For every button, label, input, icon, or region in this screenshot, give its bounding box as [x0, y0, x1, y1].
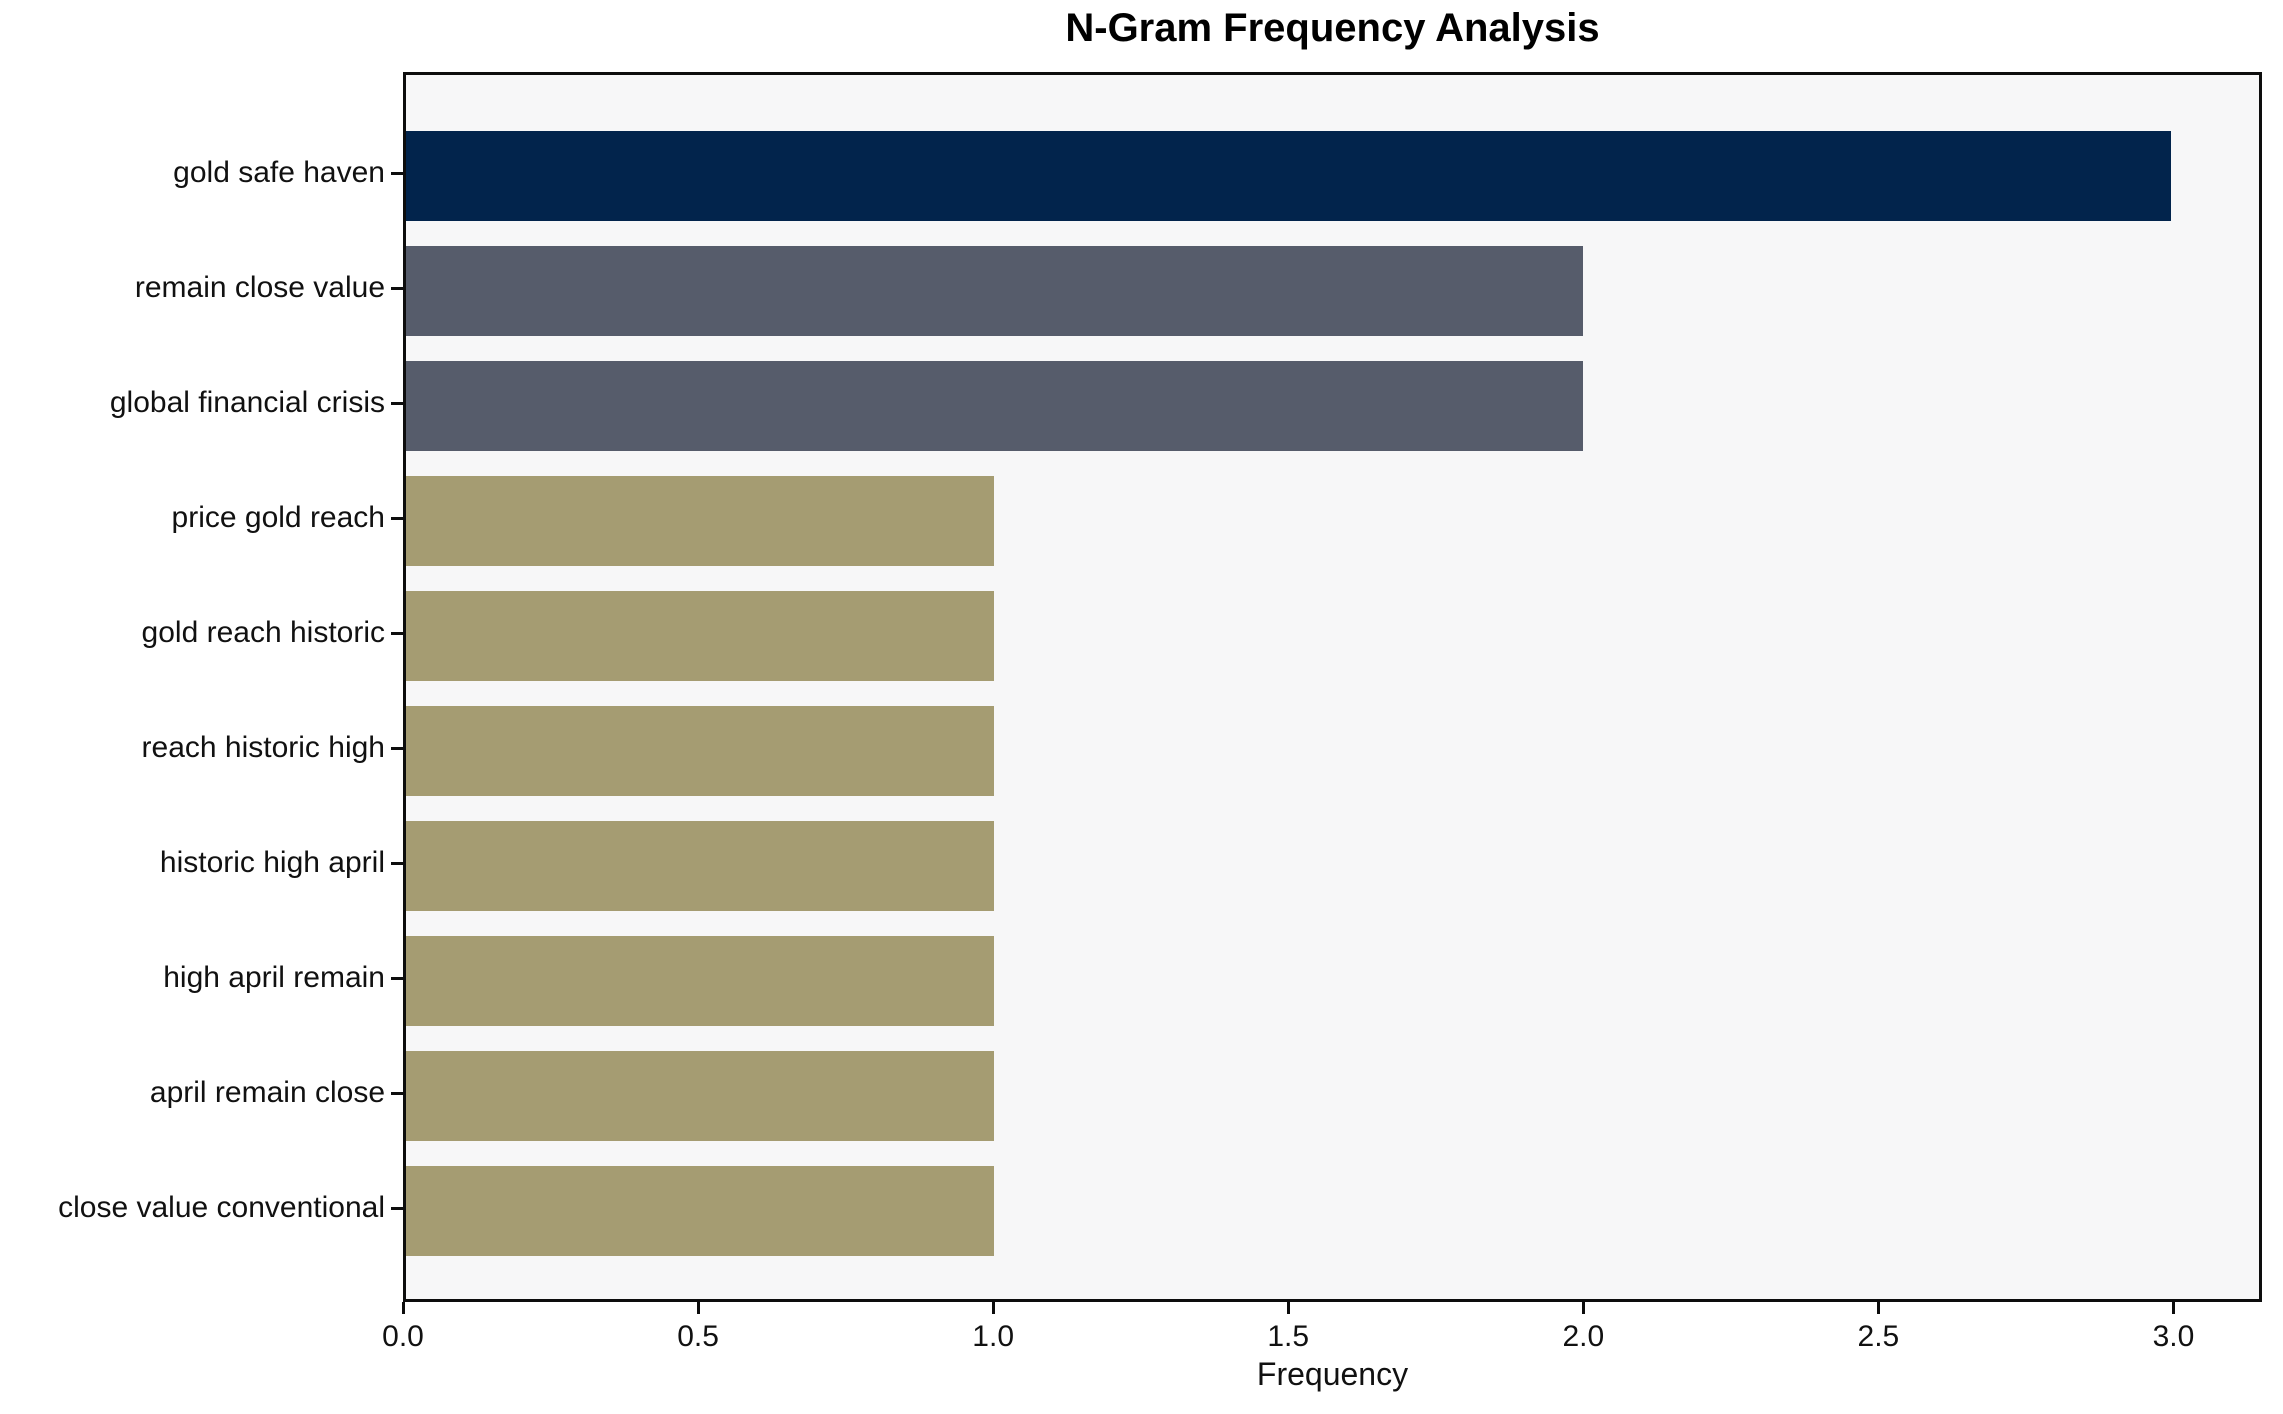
plot-area [403, 72, 2262, 1302]
y-tick-label: april remain close [149, 1076, 385, 1109]
bar-historic-high-april [406, 821, 995, 911]
bar-gold-reach-historic [406, 591, 995, 681]
x-tick-mark [1876, 1302, 1880, 1314]
y-tick-mark [391, 861, 403, 865]
x-tick-label: 2.0 [1562, 1320, 1605, 1353]
y-tick-mark [391, 401, 403, 405]
x-tick-mark [991, 1302, 995, 1314]
y-tick-mark [391, 631, 403, 635]
x-tick-label: 0.0 [382, 1320, 424, 1353]
x-tick-mark [401, 1302, 405, 1314]
bar-remain-close-value [406, 246, 1583, 336]
bar-global-financial-crisis [406, 361, 1583, 451]
x-axis-label: Frequency [1256, 1356, 1409, 1392]
y-tick-mark [391, 516, 403, 520]
y-tick-label: high april remain [163, 961, 385, 994]
y-tick-mark [391, 171, 403, 175]
bar-high-april-remain [406, 936, 995, 1026]
x-tick-mark [1581, 1302, 1585, 1314]
x-tick-mark [696, 1302, 700, 1314]
y-tick-mark [391, 286, 403, 290]
y-tick-label: gold safe haven [173, 156, 385, 189]
bar-price-gold-reach [406, 476, 995, 566]
y-tick-mark [391, 746, 403, 750]
bar-gold-safe-haven [406, 131, 2171, 221]
y-tick-label: gold reach historic [141, 616, 385, 649]
bar-close-value-conventional [406, 1166, 995, 1256]
x-tick-mark [1286, 1302, 1290, 1314]
chart-title: N-Gram Frequency Analysis [1065, 6, 1600, 50]
y-tick-label: reach historic high [141, 731, 385, 764]
y-tick-mark [391, 1206, 403, 1210]
bar-reach-historic-high [406, 706, 995, 796]
y-tick-label: price gold reach [171, 501, 385, 534]
y-tick-label: remain close value [134, 271, 385, 304]
x-tick-label: 2.5 [1857, 1320, 1900, 1353]
x-tick-mark [2171, 1302, 2175, 1314]
y-tick-mark [391, 976, 403, 980]
x-tick-label: 3.0 [2152, 1320, 2195, 1353]
y-tick-mark [391, 1091, 403, 1095]
y-tick-label: close value conventional [58, 1191, 385, 1224]
y-tick-label: historic high april [159, 846, 385, 879]
x-tick-label: 1.0 [972, 1320, 1015, 1353]
x-tick-label: 1.5 [1267, 1320, 1310, 1353]
x-tick-label: 0.5 [677, 1320, 719, 1353]
bar-april-remain-close [406, 1051, 995, 1141]
y-tick-label: global financial crisis [109, 386, 385, 419]
